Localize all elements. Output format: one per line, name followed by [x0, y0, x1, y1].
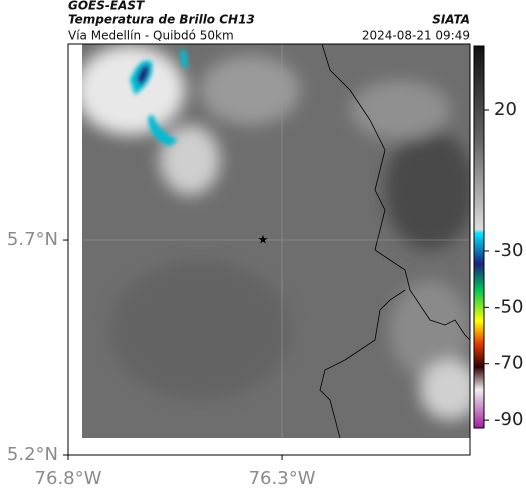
y-tick-label: 5.7°N — [7, 229, 58, 250]
colorbar — [473, 45, 485, 429]
title: GOES-EAST — [68, 0, 145, 13]
colorbar-tick-label: 20 — [494, 99, 517, 120]
timestamp: 2024-08-21 09:49 — [362, 29, 470, 43]
colorbar-tick-label: -30 — [494, 240, 523, 261]
map-frame — [67, 43, 471, 456]
x-tick-label: 76.3°W — [249, 468, 316, 489]
svg-text:★: ★ — [258, 233, 269, 247]
source: SIATA — [432, 13, 470, 27]
subtitle: Temperatura de Brillo CH13 — [68, 13, 255, 27]
colorbar-tick-label: -90 — [494, 409, 523, 430]
y-tick-label: 5.2°N — [7, 444, 58, 465]
satellite-image: ★ — [82, 44, 470, 438]
colorbar-tick-label: -70 — [494, 353, 523, 374]
colorbar-tick-label: -50 — [494, 296, 523, 317]
x-tick-label: 76.8°W — [35, 468, 102, 489]
route: Vía Medellín - Quibdó 50km — [68, 29, 234, 43]
